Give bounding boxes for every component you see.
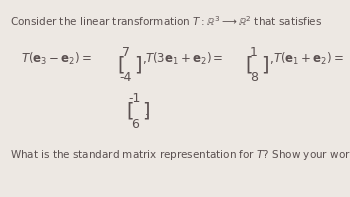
Text: -1: -1 — [128, 92, 141, 105]
Text: $T(\mathbf{e}_3 - \mathbf{e}_2) =$: $T(\mathbf{e}_3 - \mathbf{e}_2) =$ — [21, 51, 92, 67]
Text: Consider the linear transformation $T: \mathbb{R}^3 \longrightarrow \mathbb{R}^2: Consider the linear transformation $T: \… — [10, 14, 323, 28]
Text: $T(\mathbf{e}_1 + \mathbf{e}_2) =$: $T(\mathbf{e}_1 + \mathbf{e}_2) =$ — [273, 51, 344, 67]
Text: [: [ — [245, 56, 252, 74]
Text: $T(3\mathbf{e}_1 + \mathbf{e}_2) =$: $T(3\mathbf{e}_1 + \mathbf{e}_2) =$ — [145, 51, 224, 67]
Text: 8: 8 — [250, 71, 258, 84]
Text: -4: -4 — [120, 71, 132, 84]
Text: ]: ] — [261, 56, 269, 74]
Text: What is the standard matrix representation for $T$? Show your work.: What is the standard matrix representati… — [10, 148, 350, 162]
Text: ,: , — [142, 53, 146, 66]
Text: [: [ — [126, 102, 133, 121]
Text: 1: 1 — [250, 46, 258, 59]
Text: [: [ — [117, 56, 125, 74]
Text: ,: , — [270, 53, 273, 66]
Text: ]: ] — [134, 56, 141, 74]
Text: 7: 7 — [122, 46, 130, 59]
Text: ]: ] — [142, 102, 150, 121]
Text: .: . — [145, 105, 149, 118]
Text: 6: 6 — [131, 118, 139, 131]
